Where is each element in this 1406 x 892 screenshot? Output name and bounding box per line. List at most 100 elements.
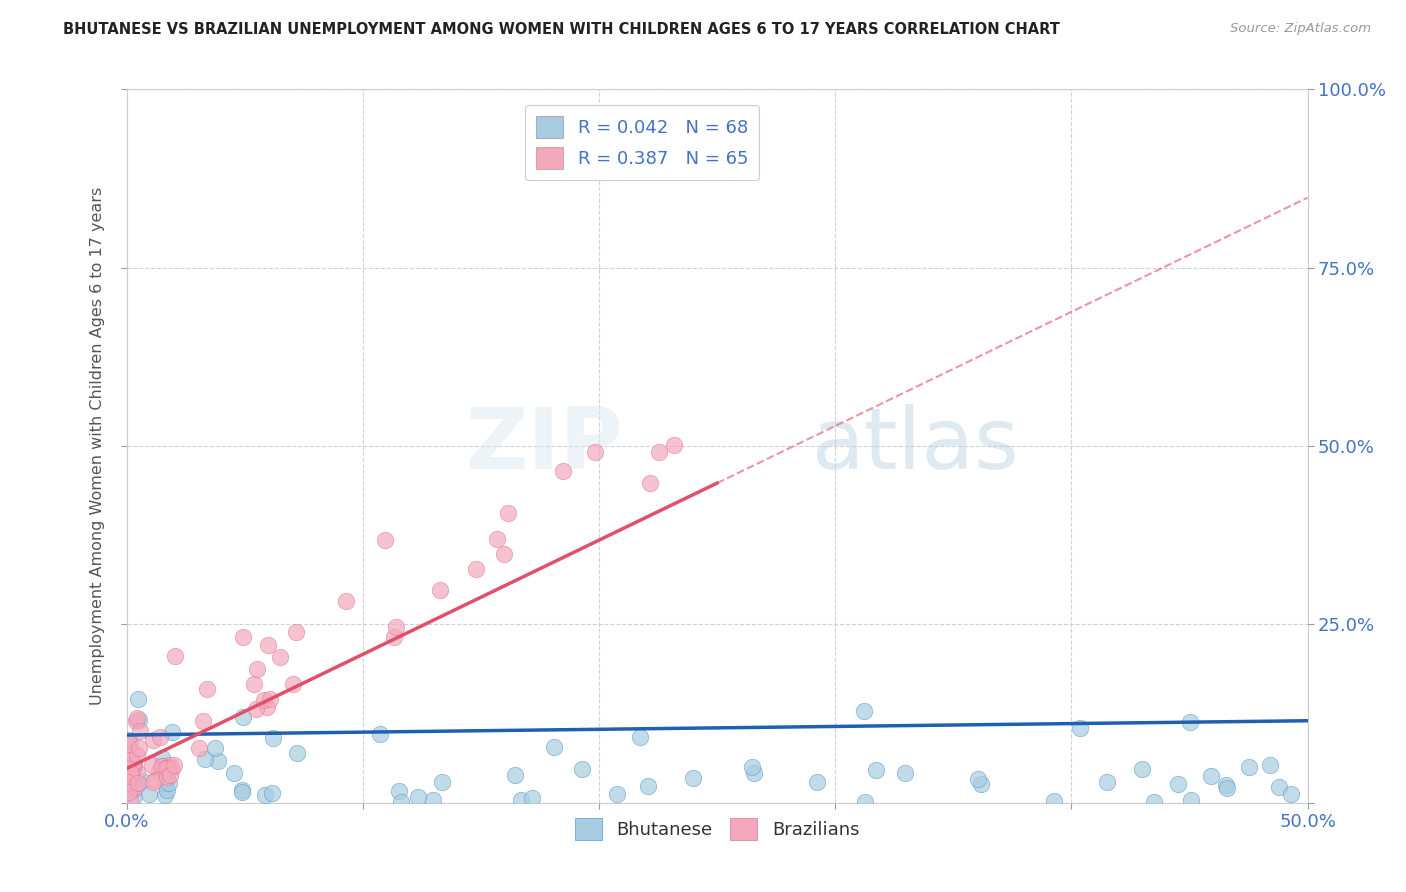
Text: BHUTANESE VS BRAZILIAN UNEMPLOYMENT AMONG WOMEN WITH CHILDREN AGES 6 TO 17 YEARS: BHUTANESE VS BRAZILIAN UNEMPLOYMENT AMON… <box>63 22 1060 37</box>
Bhutanese <box>606 788 628 802</box>
Bhutanese <box>682 771 704 785</box>
Brazilians <box>117 774 139 789</box>
Bhutanese <box>406 789 429 804</box>
Bhutanese <box>1199 768 1222 782</box>
Bhutanese <box>509 793 531 807</box>
Bhutanese <box>262 731 284 745</box>
Bhutanese <box>388 784 411 798</box>
Brazilians <box>256 638 278 652</box>
Brazilians <box>662 438 685 452</box>
Bhutanese <box>156 782 179 797</box>
Brazilians <box>165 648 187 663</box>
Bhutanese <box>967 772 990 786</box>
Brazilians <box>149 730 172 744</box>
Brazilians <box>127 765 149 780</box>
Brazilians <box>145 772 167 787</box>
Bhutanese <box>970 776 993 790</box>
Brazilians <box>193 714 215 728</box>
Bhutanese <box>285 746 308 760</box>
Brazilians <box>496 507 519 521</box>
Bhutanese <box>131 774 153 789</box>
Brazilians <box>335 593 357 607</box>
Bhutanese <box>1216 780 1239 795</box>
Text: Source: ZipAtlas.com: Source: ZipAtlas.com <box>1230 22 1371 36</box>
Brazilians <box>155 770 177 784</box>
Bhutanese <box>157 776 180 790</box>
Bhutanese <box>1132 762 1154 776</box>
Bhutanese <box>232 710 254 724</box>
Brazilians <box>117 739 139 754</box>
Bhutanese <box>637 779 659 793</box>
Brazilians <box>163 758 186 772</box>
Brazilians <box>120 767 142 781</box>
Bhutanese <box>852 704 875 718</box>
Brazilians <box>583 444 606 458</box>
Brazilians <box>127 775 149 789</box>
Bhutanese <box>503 767 526 781</box>
Bhutanese <box>1043 794 1066 808</box>
Bhutanese <box>522 791 544 805</box>
Bhutanese <box>1279 787 1302 801</box>
Bhutanese <box>1095 775 1118 789</box>
Bhutanese <box>742 766 765 780</box>
Bhutanese <box>118 733 141 747</box>
Bhutanese <box>894 765 917 780</box>
Brazilians <box>281 677 304 691</box>
Brazilians <box>232 630 254 644</box>
Brazilians <box>382 630 405 644</box>
Bhutanese <box>150 759 173 773</box>
Bhutanese <box>122 789 145 803</box>
Brazilians <box>125 714 148 728</box>
Bhutanese <box>224 765 246 780</box>
Bhutanese <box>127 692 149 706</box>
Brazilians <box>117 774 139 789</box>
Brazilians <box>121 746 143 760</box>
Brazilians <box>429 582 451 597</box>
Bhutanese <box>150 751 173 765</box>
Brazilians <box>129 724 152 739</box>
Brazilians <box>195 682 218 697</box>
Bhutanese <box>231 785 253 799</box>
Bhutanese <box>162 725 184 739</box>
Brazilians <box>160 761 183 775</box>
Brazilians <box>648 445 671 459</box>
Bhutanese <box>628 730 651 744</box>
Bhutanese <box>193 752 215 766</box>
Bhutanese <box>571 763 593 777</box>
Bhutanese <box>231 783 253 797</box>
Brazilians <box>150 758 173 772</box>
Bhutanese <box>368 727 391 741</box>
Brazilians <box>157 761 180 775</box>
Bhutanese <box>741 760 763 774</box>
Bhutanese <box>204 741 226 756</box>
Bhutanese <box>853 795 876 809</box>
Brazilians <box>269 649 291 664</box>
Brazilians <box>122 756 145 771</box>
Brazilians <box>155 761 177 775</box>
Bhutanese <box>153 788 176 802</box>
Bhutanese <box>1268 780 1291 795</box>
Bhutanese <box>1143 795 1166 809</box>
Legend: Bhutanese, Brazilians: Bhutanese, Brazilians <box>568 811 866 847</box>
Brazilians <box>141 757 163 772</box>
Brazilians <box>246 662 269 676</box>
Bhutanese <box>122 760 145 774</box>
Bhutanese <box>1258 758 1281 772</box>
Brazilians <box>124 780 146 794</box>
Bhutanese <box>120 767 142 781</box>
Brazilians <box>118 766 141 780</box>
Brazilians <box>243 676 266 690</box>
Brazilians <box>120 792 142 806</box>
Bhutanese <box>865 763 887 777</box>
Brazilians <box>117 774 139 789</box>
Bhutanese <box>153 776 176 790</box>
Brazilians <box>187 741 209 756</box>
Bhutanese <box>1178 714 1201 729</box>
Brazilians <box>141 774 163 789</box>
Brazilians <box>385 620 408 634</box>
Brazilians <box>485 533 508 547</box>
Brazilians <box>157 758 180 772</box>
Bhutanese <box>1069 721 1091 735</box>
Brazilians <box>125 711 148 725</box>
Bhutanese <box>118 776 141 790</box>
